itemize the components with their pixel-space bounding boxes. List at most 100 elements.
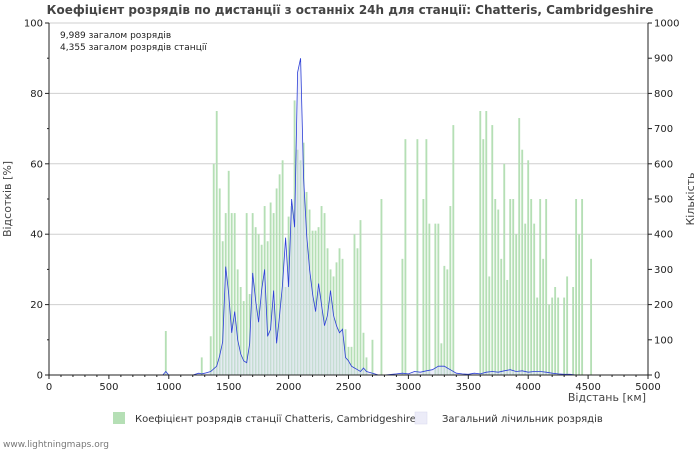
ratio-bar xyxy=(530,199,533,375)
ratio-bar xyxy=(266,241,269,375)
ratio-bar xyxy=(299,160,302,375)
y-left-axis-title: Відсотків [%] xyxy=(1,161,14,237)
ratio-bar xyxy=(269,202,272,375)
ratio-bar xyxy=(545,199,548,375)
ratio-bar xyxy=(380,199,383,375)
ratio-bar xyxy=(227,170,230,375)
ratio-bar xyxy=(491,125,494,375)
y-right-tick-label: 400 xyxy=(654,230,673,241)
ratio-bar xyxy=(539,199,542,375)
footer-credit: www.lightningmaps.org xyxy=(3,440,109,450)
y-right-tick-label: 600 xyxy=(654,159,673,170)
ratio-bar xyxy=(287,216,290,375)
ratio-bar xyxy=(308,209,311,375)
ratio-bar xyxy=(572,287,575,375)
y-right-tick-label: 700 xyxy=(654,124,673,135)
total-count-series xyxy=(156,58,589,376)
ratio-bar xyxy=(338,248,341,375)
ratio-bar xyxy=(233,213,236,375)
ratio-bar xyxy=(344,329,347,375)
ratio-bar xyxy=(215,111,218,375)
ratio-bar xyxy=(446,269,449,375)
ratio-bar xyxy=(551,297,554,375)
ratio-bar xyxy=(533,223,536,375)
ratio-bar xyxy=(485,111,488,375)
ratio-bar xyxy=(302,142,305,375)
ratio-bar xyxy=(329,269,332,375)
ratio-bar xyxy=(437,223,440,375)
ratio-bar xyxy=(500,258,503,375)
ratio-bar xyxy=(554,287,557,375)
ratio-bar xyxy=(434,223,437,375)
total-count-line xyxy=(156,58,589,376)
ratio-bar xyxy=(245,213,248,375)
ratio-bar xyxy=(284,287,287,375)
ratio-bar xyxy=(260,244,263,375)
y-right-axis-title: Кількість xyxy=(684,172,697,225)
ratio-bar xyxy=(542,258,545,375)
x-tick-label: 500 xyxy=(99,382,118,393)
ratio-bar xyxy=(440,343,443,375)
y-left-tick-label: 60 xyxy=(30,159,43,170)
ratio-bar xyxy=(353,234,356,375)
ratio-bar xyxy=(248,294,251,375)
ratio-bar xyxy=(371,339,374,375)
ratio-bar xyxy=(251,213,254,375)
y-left-tick-label: 20 xyxy=(30,300,43,311)
ratio-bar xyxy=(230,213,233,375)
ratio-bar xyxy=(341,258,344,375)
ratio-bar xyxy=(323,213,326,375)
ratio-bar xyxy=(563,297,566,375)
ratio-bar xyxy=(305,191,308,375)
ratio-bar xyxy=(356,248,359,375)
station-strikes-annotation: 4,355 загалом розрядів станції xyxy=(60,43,207,53)
ratio-bar xyxy=(506,279,509,375)
ratio-bar xyxy=(335,262,338,375)
ratio-bar xyxy=(320,206,323,375)
legend-label-ratio: Коефіцієнт розрядів станції Chatteris, C… xyxy=(135,413,416,425)
ratio-bar xyxy=(425,139,428,375)
y-right-tick-label: 200 xyxy=(654,300,673,311)
ratio-bar xyxy=(239,287,242,375)
ratio-bar xyxy=(578,234,581,375)
ratio-bar xyxy=(293,100,296,375)
ratio-bar xyxy=(296,149,299,375)
ratio-bar xyxy=(401,258,404,375)
ratio-bar xyxy=(275,188,278,375)
ratio-bar xyxy=(164,331,167,375)
ratio-bar xyxy=(359,220,362,375)
ratio-bar xyxy=(281,160,284,375)
y-right-tick-label: 100 xyxy=(654,335,673,346)
ratio-bar xyxy=(521,149,524,375)
ratio-bar xyxy=(428,223,431,375)
ratio-bar xyxy=(443,265,446,375)
ratio-bar xyxy=(581,199,584,375)
ratio-bar xyxy=(314,230,317,375)
x-tick-label: 3500 xyxy=(456,382,481,393)
grid-lines xyxy=(49,22,648,306)
total-strikes-annotation: 9,989 загалом розрядів xyxy=(60,31,171,41)
ratio-bar xyxy=(212,163,215,375)
ratio-bar xyxy=(536,297,539,375)
ratio-bar xyxy=(452,125,455,375)
legend-label-total: Загальний лічильник розрядів xyxy=(442,413,603,425)
legend: Коефіцієнт розрядів станції Chatteris, C… xyxy=(113,411,603,425)
ratio-bar xyxy=(515,234,518,375)
ratio-bar xyxy=(236,269,239,375)
x-tick-label: 4500 xyxy=(575,382,600,393)
x-axis-title: Відстань [км] xyxy=(568,391,646,404)
ratio-bar xyxy=(512,199,515,375)
ratio-bar xyxy=(278,174,281,375)
ratio-bar xyxy=(218,188,221,375)
ratio-bar xyxy=(482,139,485,375)
ratio-bar xyxy=(209,336,212,375)
ratio-bar xyxy=(566,276,569,375)
x-tick-label: 0 xyxy=(46,382,52,393)
ratio-bar xyxy=(404,139,407,375)
x-tick-label: 3000 xyxy=(396,382,421,393)
y-right-tick-label: 1000 xyxy=(654,19,679,30)
ratio-bar xyxy=(317,227,320,375)
total-count-area xyxy=(156,58,589,375)
ratio-bar xyxy=(365,357,368,375)
ratio-bar xyxy=(311,230,314,375)
